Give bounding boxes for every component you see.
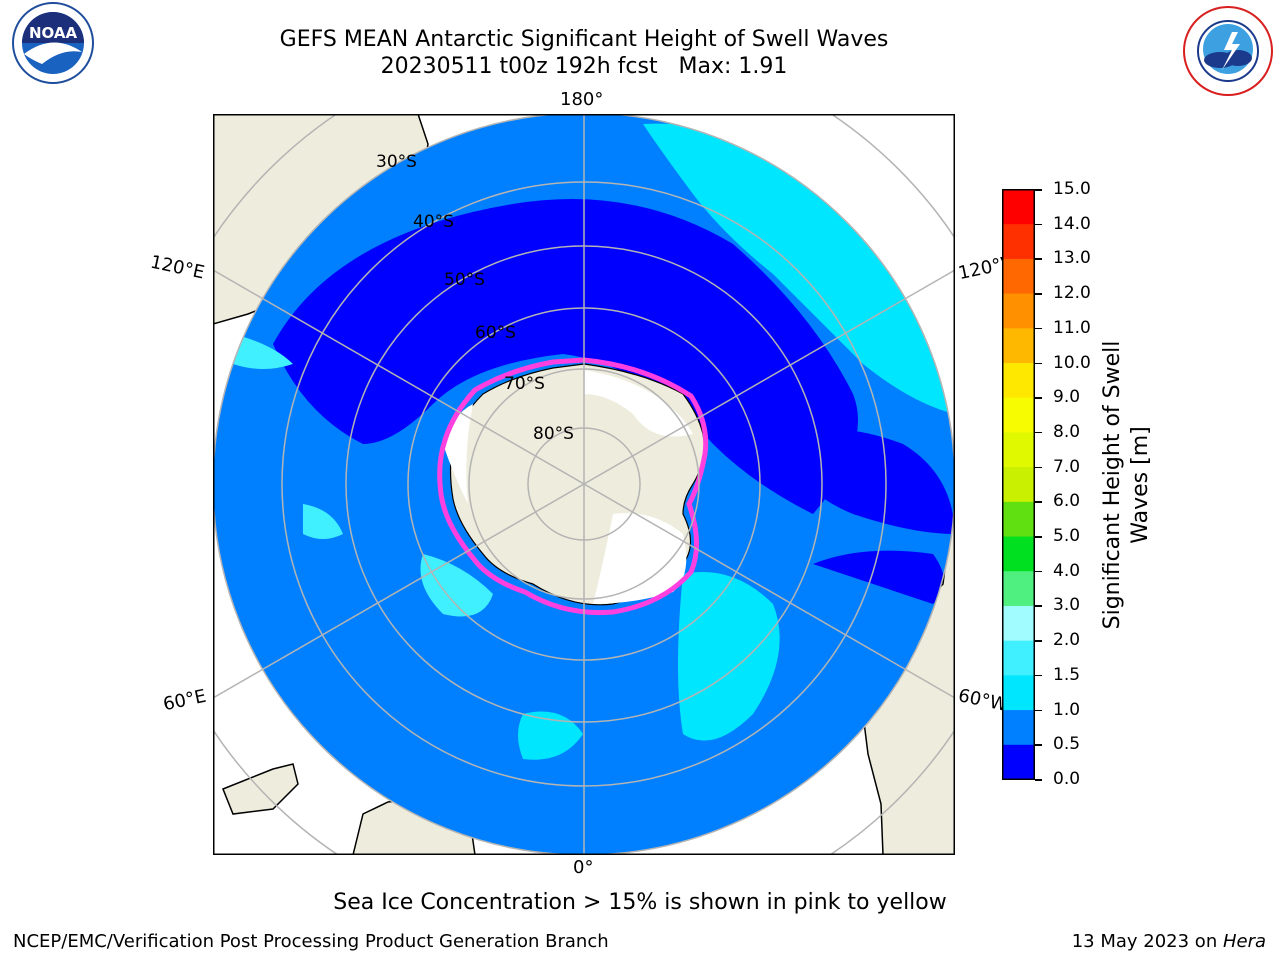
colorbar-tick-mark <box>1035 640 1042 642</box>
colorbar-tick-label: 10.0 <box>1053 352 1091 373</box>
colorbar-bin <box>1002 466 1035 502</box>
colorbar-tick-label: 4.0 <box>1053 560 1081 581</box>
colorbar-tick-mark <box>1035 466 1042 469</box>
footer-host: Hera <box>1222 931 1266 952</box>
map-frame <box>213 114 955 855</box>
colorbar-bin <box>1002 536 1035 572</box>
colorbar-tick-mark <box>1035 189 1042 191</box>
footer-right: 13 May 2023 on Hera <box>1072 931 1266 952</box>
sea-ice-edge <box>437 357 709 616</box>
colorbar-tick-label: 5.0 <box>1053 526 1081 547</box>
colorbar-bin <box>1002 570 1035 606</box>
lat-label-50s: 50°S <box>444 270 485 290</box>
nws-logo <box>1183 6 1273 96</box>
colorbar-label-line-2: Waves [m] <box>1128 426 1153 544</box>
lat-label-60s: 60°S <box>475 323 516 343</box>
colorbar-tick-label: 6.0 <box>1053 491 1081 512</box>
colorbar-tick-mark <box>1035 327 1042 330</box>
colorbar-tick-mark <box>1035 431 1042 434</box>
colorbar-tick-label: 14.0 <box>1053 213 1091 234</box>
colorbar-tick-label: 1.0 <box>1053 699 1081 720</box>
colorbar-bin <box>1002 362 1035 398</box>
colorbar-bin <box>1002 223 1035 259</box>
colorbar-bin <box>1002 431 1035 468</box>
colorbar-tick-mark <box>1035 223 1042 226</box>
colorbar-bin <box>1002 744 1035 780</box>
colorbar-tick-label: 7.0 <box>1053 456 1081 477</box>
colorbar <box>1002 189 1035 780</box>
colorbar-tick-mark <box>1035 709 1042 712</box>
colorbar-tick-mark <box>1035 605 1042 607</box>
colorbar-tick-mark <box>1035 362 1042 365</box>
colorbar-label-line-1: Significant Height of Swell <box>1100 340 1125 630</box>
footer-date: 13 May 2023 on <box>1071 931 1223 952</box>
colorbar-tick-label: 0.0 <box>1053 769 1081 789</box>
lat-label-80s: 80°S <box>533 424 574 444</box>
lat-label-40s: 40°S <box>413 212 454 232</box>
colorbar-tick-mark <box>1035 258 1042 260</box>
noaa-logo: NOAA <box>12 2 94 84</box>
colorbar-tick-label: 8.0 <box>1053 421 1081 442</box>
colorbar-tick-mark <box>1035 501 1042 503</box>
colorbar-bin <box>1002 605 1035 641</box>
colorbar-bin <box>1002 397 1035 433</box>
lon-label-180: 180° <box>560 89 604 110</box>
colorbar-tick-mark <box>1035 570 1042 573</box>
colorbar-tick-label: 9.0 <box>1053 387 1081 408</box>
colorbar-tick-label: 0.5 <box>1053 734 1081 755</box>
graticule <box>213 114 955 855</box>
footer-left: NCEP/EMC/Verification Post Processing Pr… <box>13 931 609 952</box>
lat-label-70s: 70°S <box>504 374 545 394</box>
title-line-2: 20230511 t00z 192h fcst Max: 1.91 <box>380 54 788 79</box>
polar-map <box>213 114 955 855</box>
lon-label-120e: 120°E <box>148 251 207 284</box>
colorbar-tick-mark <box>1035 674 1042 677</box>
sea-ice-caption: Sea Ice Concentration > 15% is shown in … <box>333 890 947 915</box>
colorbar-bin <box>1002 674 1035 711</box>
colorbar-bin <box>1002 189 1035 225</box>
colorbar-tick-label: 3.0 <box>1053 595 1081 616</box>
colorbar-tick-mark <box>1035 397 1042 399</box>
lat-label-30s: 30°S <box>376 152 417 172</box>
colorbar-bin <box>1002 258 1035 294</box>
svg-text:NOAA: NOAA <box>29 24 78 42</box>
colorbar-bin <box>1002 640 1035 676</box>
colorbar-tick-mark <box>1035 293 1042 295</box>
colorbar-tick-label: 11.0 <box>1053 317 1091 338</box>
colorbar-tick-label: 12.0 <box>1053 283 1091 304</box>
lon-label-60e: 60°E <box>161 685 208 716</box>
colorbar-tick-mark <box>1035 536 1042 538</box>
colorbar-bin <box>1002 293 1035 329</box>
colorbar-tick-label: 1.5 <box>1053 664 1081 685</box>
colorbar-tick-label: 2.0 <box>1053 630 1081 651</box>
title-line-1: GEFS MEAN Antarctic Significant Height o… <box>279 27 889 52</box>
colorbar-tick-label: 13.0 <box>1053 248 1091 269</box>
colorbar-tick-label: 15.0 <box>1053 179 1091 199</box>
colorbar-tick-mark <box>1035 744 1042 746</box>
colorbar-bin <box>1002 501 1035 537</box>
colorbar-tick-mark <box>1035 779 1042 781</box>
lon-label-0: 0° <box>573 857 594 878</box>
colorbar-bin <box>1002 709 1035 745</box>
colorbar-bin <box>1002 327 1035 364</box>
